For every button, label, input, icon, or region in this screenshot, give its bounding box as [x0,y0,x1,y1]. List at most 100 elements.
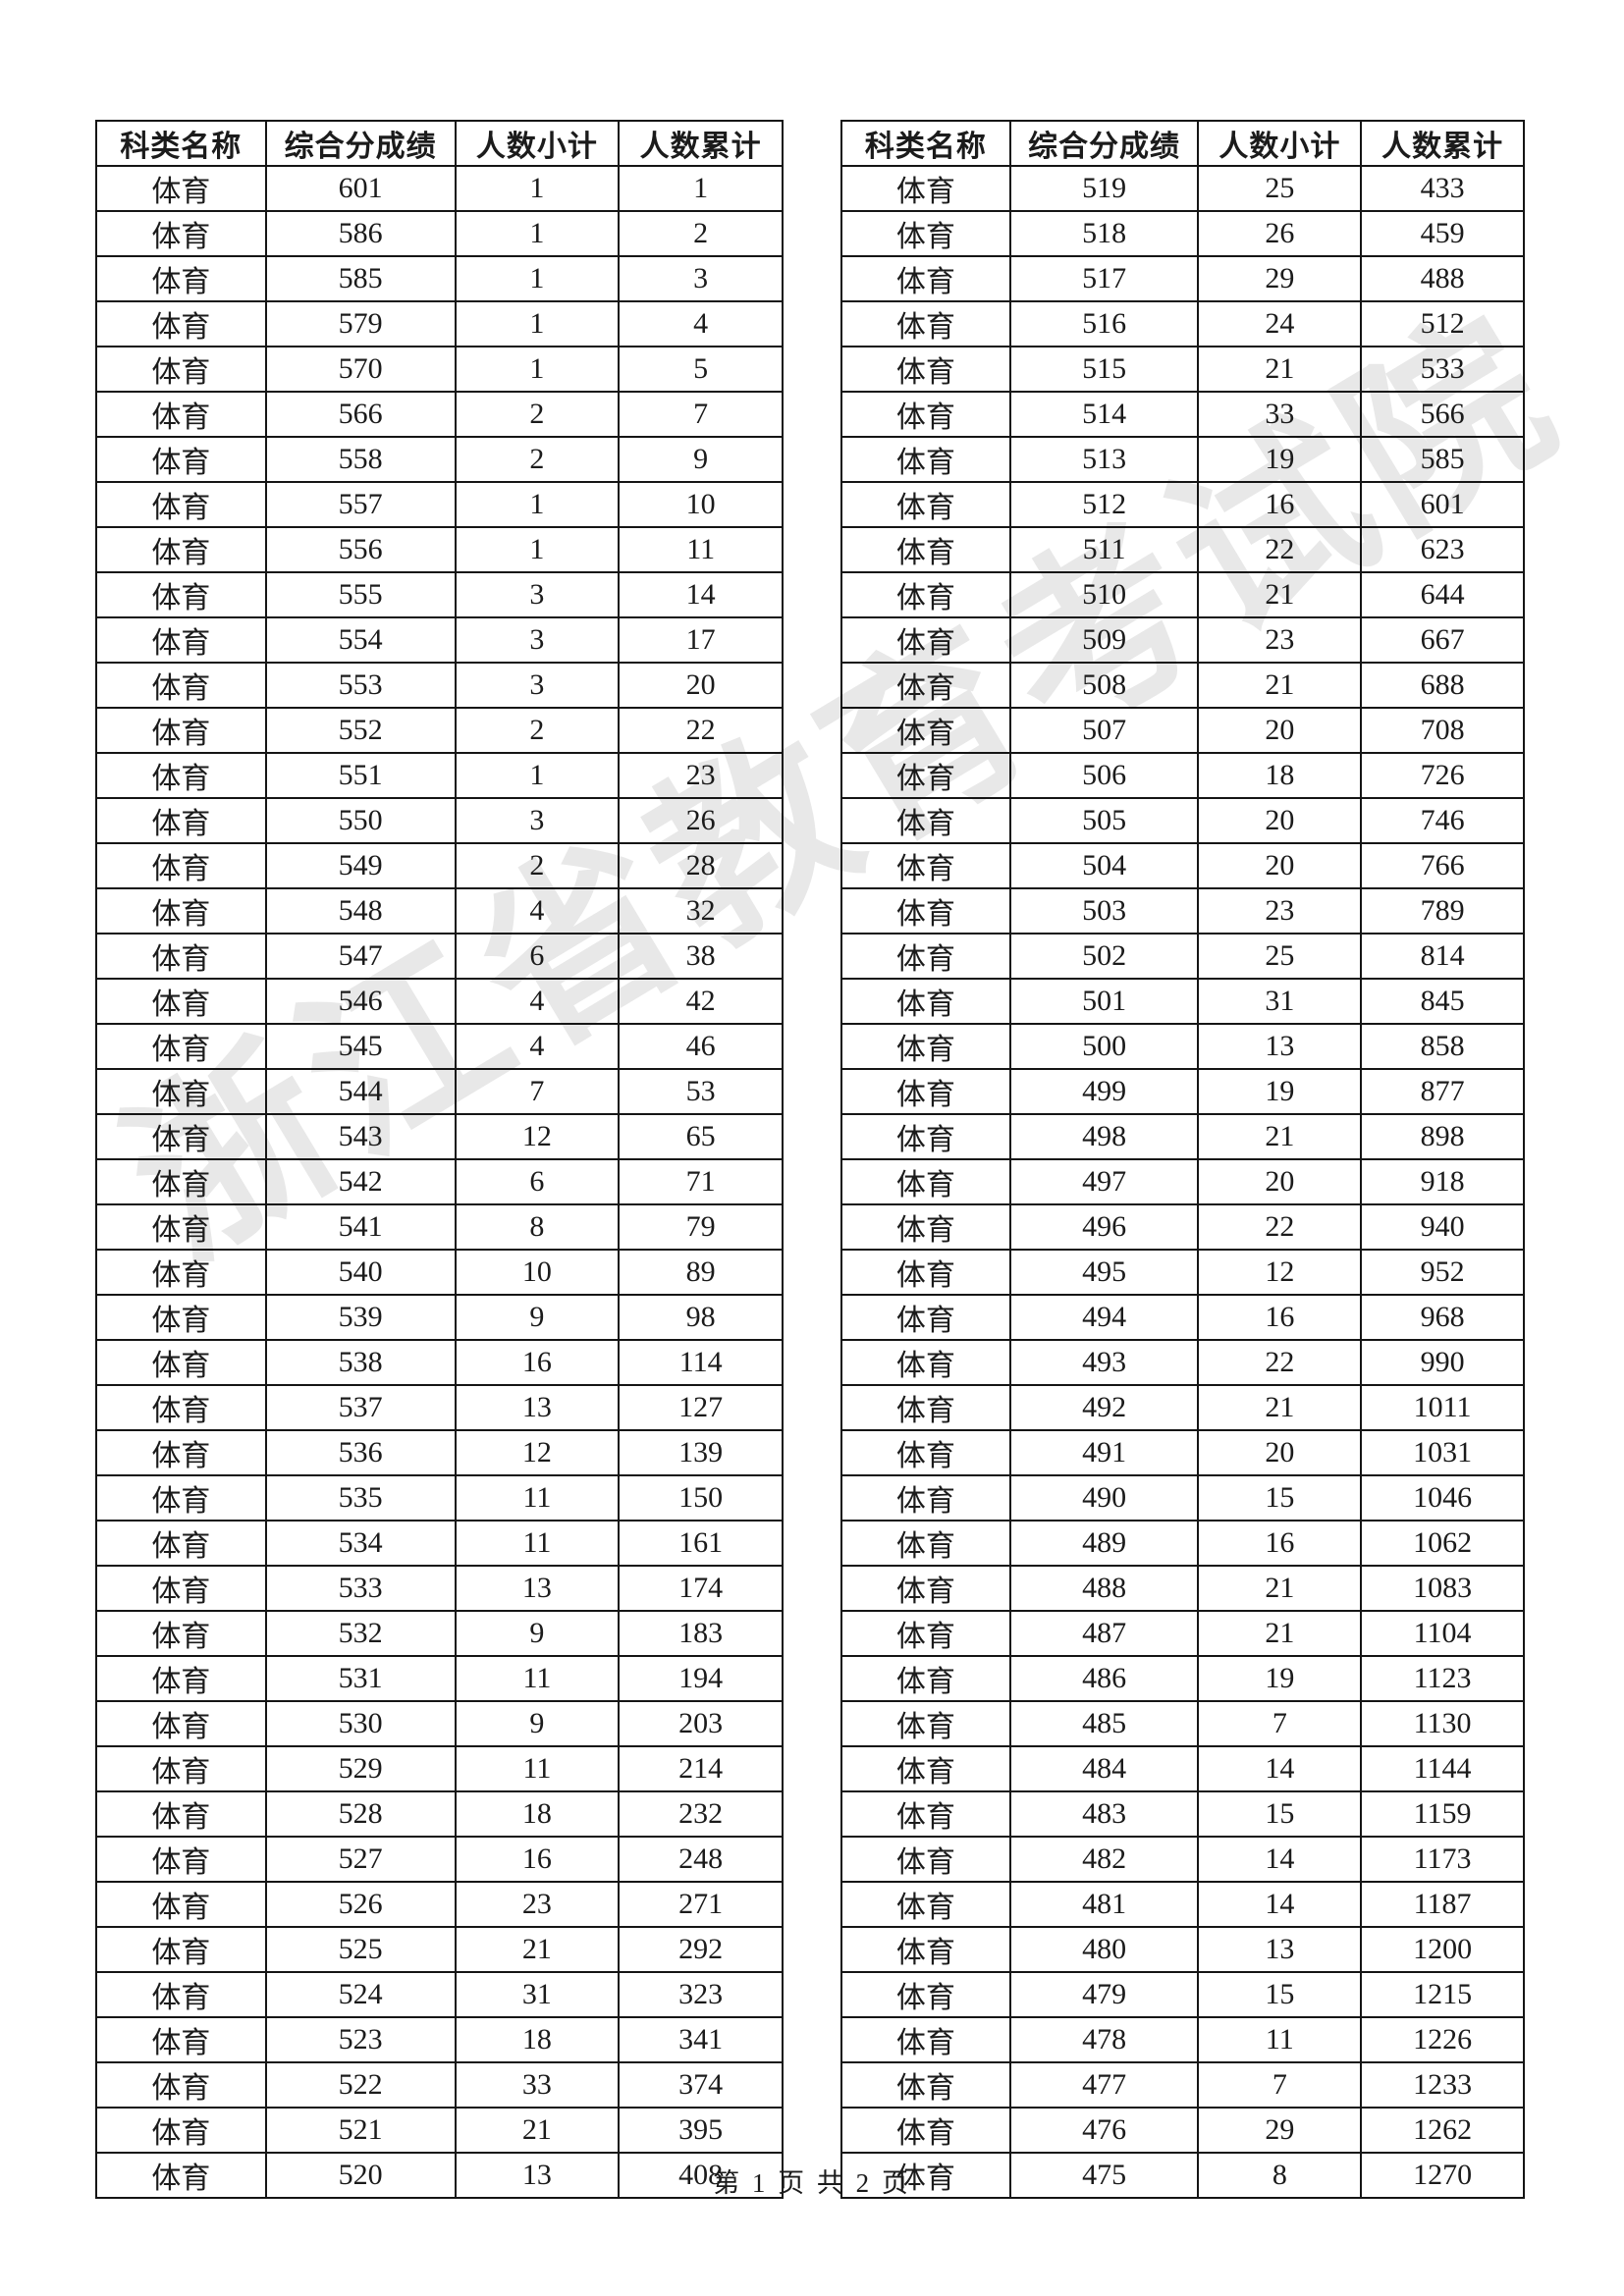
category-cell: 体育 [95,842,267,889]
score-cell: 541 [264,1203,457,1251]
score-cell: 481 [1008,1881,1200,1928]
category-cell: 体育 [95,526,267,573]
score-cell: 484 [1008,1745,1200,1792]
category-cell: 体育 [840,1023,1011,1070]
category-cell: 体育 [95,165,267,212]
column-header: 综合分成绩 [264,120,457,167]
column-header: 人数小计 [1197,120,1363,167]
subtotal-cell: 6 [454,933,621,980]
score-cell: 566 [264,391,457,438]
score-cell: 545 [264,1023,457,1070]
table-row: 体育 526 23 271 [95,1881,784,1928]
category-cell: 体育 [95,1203,267,1251]
cumulative-cell: 183 [618,1610,784,1657]
table-row: 体育 500 13 858 [840,1023,1525,1070]
column-header: 人数累计 [618,120,784,167]
cumulative-cell: 512 [1360,300,1525,347]
table-row: 体育 534 11 161 [95,1520,784,1567]
cumulative-cell: 127 [618,1384,784,1431]
cumulative-cell: 79 [618,1203,784,1251]
table-row: 体育 540 10 89 [95,1249,784,1296]
table-row: 体育 482 14 1173 [840,1836,1525,1883]
table-row: 体育 478 11 1226 [840,2016,1525,2063]
table-row: 体育 475 8 1270 [840,2152,1525,2199]
table-row: 体育 487 21 1104 [840,1610,1525,1657]
subtotal-cell: 7 [1197,2061,1363,2109]
score-cell: 537 [264,1384,457,1431]
subtotal-cell: 2 [454,707,621,754]
cumulative-cell: 1123 [1360,1655,1525,1702]
category-cell: 体育 [840,1565,1011,1612]
category-cell: 体育 [95,662,267,709]
table-row: 体育 533 13 174 [95,1565,784,1612]
table-row: 体育 544 7 53 [95,1068,784,1115]
score-cell: 511 [1008,526,1200,573]
subtotal-cell: 20 [1197,797,1363,844]
subtotal-cell: 3 [454,571,621,618]
category-cell: 体育 [95,1429,267,1476]
cumulative-cell: 1 [618,165,784,212]
cumulative-cell: 65 [618,1113,784,1160]
table-row: 体育 556 1 11 [95,526,784,573]
table-row: 体育 532 9 183 [95,1610,784,1657]
cumulative-cell: 323 [618,1971,784,2018]
score-cell: 504 [1008,842,1200,889]
subtotal-cell: 21 [454,1926,621,1973]
score-cell: 505 [1008,797,1200,844]
score-cell: 495 [1008,1249,1200,1296]
table-row: 体育 505 20 746 [840,797,1525,844]
score-cell: 536 [264,1429,457,1476]
score-cell: 498 [1008,1113,1200,1160]
category-cell: 体育 [95,1836,267,1883]
score-cell: 479 [1008,1971,1200,2018]
cumulative-cell: 623 [1360,526,1525,573]
table-row: 体育 521 21 395 [95,2107,784,2154]
table-row: 体育 536 12 139 [95,1429,784,1476]
cumulative-cell: 150 [618,1474,784,1522]
score-cell: 529 [264,1745,457,1792]
category-cell: 体育 [95,1971,267,2018]
subtotal-cell: 13 [1197,1926,1363,1973]
subtotal-cell: 33 [1197,391,1363,438]
score-cell: 531 [264,1655,457,1702]
subtotal-cell: 15 [1197,1790,1363,1838]
category-cell: 体育 [95,1700,267,1747]
subtotal-cell: 21 [1197,1384,1363,1431]
category-cell: 体育 [840,1339,1011,1386]
score-cell: 475 [1008,2152,1200,2199]
table-row: 体育 493 22 990 [840,1339,1525,1386]
cumulative-cell: 46 [618,1023,784,1070]
table-row: 体育 514 33 566 [840,391,1525,438]
category-cell: 体育 [840,933,1011,980]
category-cell: 体育 [95,1881,267,1928]
category-cell: 体育 [95,752,267,799]
subtotal-cell: 11 [454,1655,621,1702]
category-cell: 体育 [840,255,1011,302]
cumulative-cell: 408 [618,2152,784,2199]
cumulative-cell: 766 [1360,842,1525,889]
cumulative-cell: 341 [618,2016,784,2063]
table-row: 体育 513 19 585 [840,436,1525,483]
category-cell: 体育 [840,978,1011,1025]
cumulative-cell: 644 [1360,571,1525,618]
cumulative-cell: 395 [618,2107,784,2154]
table-row: 体育 497 20 918 [840,1158,1525,1205]
subtotal-cell: 21 [1197,1113,1363,1160]
category-cell: 体育 [840,1294,1011,1341]
subtotal-cell: 1 [454,526,621,573]
cumulative-cell: 601 [1360,481,1525,528]
table-row: 体育 518 26 459 [840,210,1525,257]
score-cell: 500 [1008,1023,1200,1070]
score-cell: 538 [264,1339,457,1386]
cumulative-cell: 161 [618,1520,784,1567]
subtotal-cell: 33 [454,2061,621,2109]
category-cell: 体育 [840,2016,1011,2063]
cumulative-cell: 2 [618,210,784,257]
table-row: 体育 525 21 292 [95,1926,784,1973]
subtotal-cell: 1 [454,255,621,302]
score-cell: 530 [264,1700,457,1747]
score-cell: 478 [1008,2016,1200,2063]
score-cell: 518 [1008,210,1200,257]
subtotal-cell: 16 [1197,1294,1363,1341]
table-row: 体育 546 4 42 [95,978,784,1025]
